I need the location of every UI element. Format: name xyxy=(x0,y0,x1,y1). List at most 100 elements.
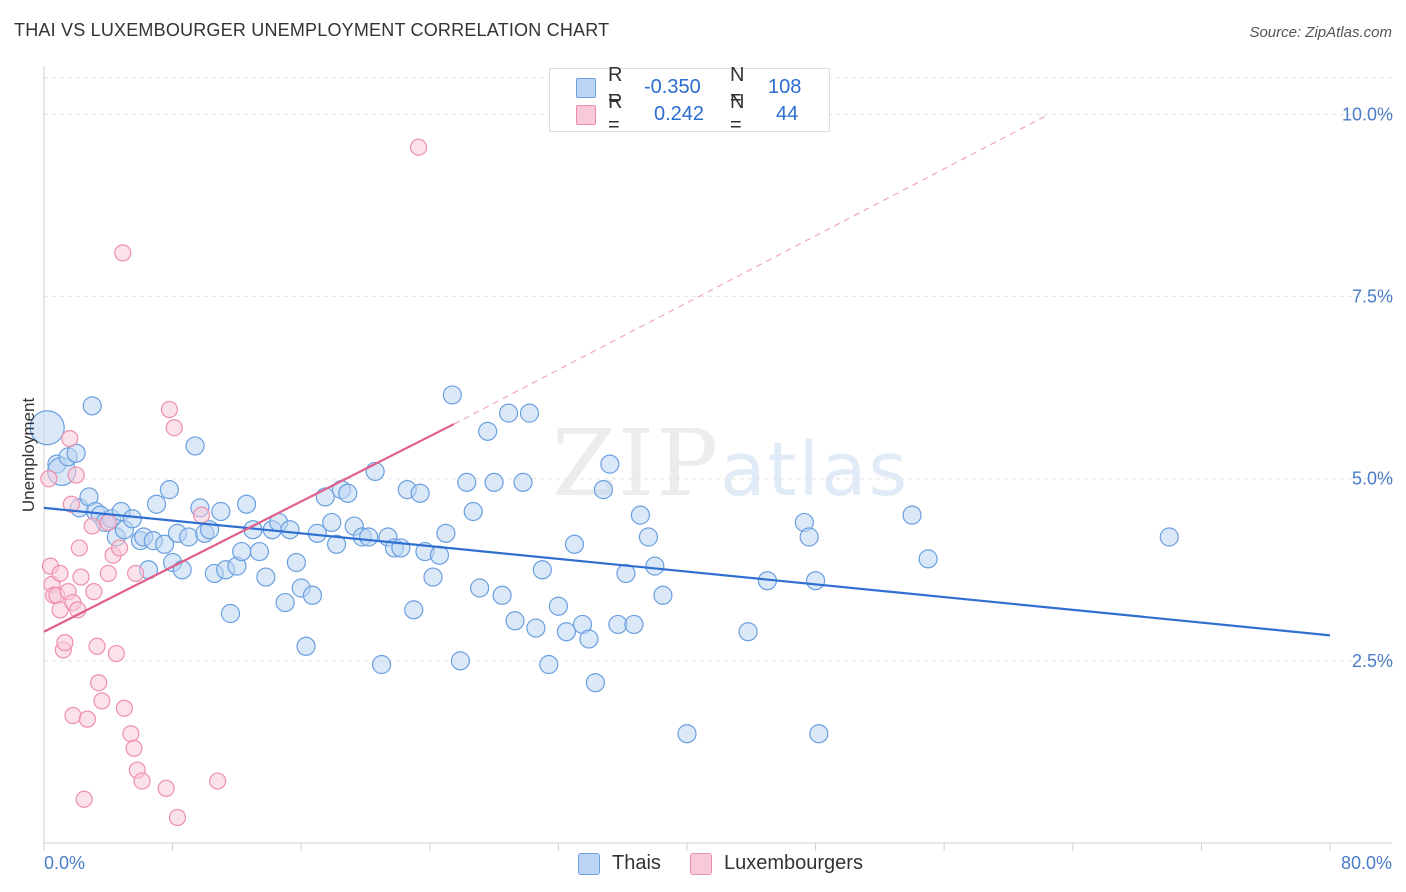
y-tick-label: 2.5% xyxy=(1352,651,1393,671)
chart-title: THAI VS LUXEMBOURGER UNEMPLOYMENT CORREL… xyxy=(14,20,610,40)
correlation-legend: R = -0.350 N = 108 R = 0.242 N = 44 xyxy=(549,64,830,136)
legend-item-luxembourgers[interactable]: Luxembourgers xyxy=(690,852,863,875)
data-point-luxembourgers xyxy=(90,674,108,692)
data-point-thais xyxy=(122,509,143,529)
legend-item-thais[interactable]: Thais xyxy=(578,852,661,875)
data-point-thais xyxy=(457,472,477,492)
data-point-luxembourgers xyxy=(160,400,178,419)
data-point-luxembourgers xyxy=(75,790,93,808)
trend-line-luxembourgers xyxy=(43,423,455,633)
data-point-thais xyxy=(653,585,673,605)
data-point-luxembourgers xyxy=(93,692,111,710)
data-point-luxembourgers xyxy=(110,539,129,557)
data-point-thais xyxy=(579,629,599,649)
data-point-luxembourgers xyxy=(64,706,82,725)
data-point-thais xyxy=(498,403,519,423)
data-point-thais xyxy=(185,436,205,456)
data-point-luxembourgers xyxy=(40,470,58,488)
data-point-thais xyxy=(918,549,938,569)
data-point-luxembourgers xyxy=(62,495,80,513)
data-point-thais xyxy=(159,480,179,500)
watermark-zip: ZIP xyxy=(552,410,721,517)
data-point-thais xyxy=(220,603,241,624)
data-point-thais xyxy=(450,651,470,671)
y-tick-label: 5.0% xyxy=(1352,469,1393,489)
legend-label-luxembourgers: Luxembourgers xyxy=(724,852,863,874)
data-point-luxembourgers xyxy=(107,644,125,663)
data-point-thais xyxy=(539,654,559,675)
data-point-thais xyxy=(608,614,628,635)
data-point-thais xyxy=(616,563,636,584)
data-point-luxembourgers xyxy=(99,513,117,532)
data-point-thais xyxy=(322,512,342,533)
data-point-thais xyxy=(677,724,697,744)
data-point-luxembourgers xyxy=(157,779,175,797)
data-point-thais xyxy=(296,636,316,656)
data-point-thais xyxy=(519,403,540,423)
data-point-luxembourgers xyxy=(125,739,143,757)
chart-source: Source: ZipAtlas.com xyxy=(1249,24,1392,41)
data-point-luxembourgers xyxy=(209,772,227,790)
data-point-luxembourgers xyxy=(51,564,69,583)
tick-labels: 2.5% 5.0% 7.5% 10.0% 0.0% 80.0% xyxy=(44,104,1393,873)
data-point-luxembourgers xyxy=(165,419,183,437)
data-point-luxembourgers xyxy=(133,772,151,790)
legend-swatch-thais xyxy=(576,78,596,98)
legend-swatch-thais xyxy=(578,852,600,875)
legend-swatch-luxembourgers xyxy=(576,105,596,125)
data-point-thais xyxy=(638,527,659,547)
data-point-thais xyxy=(423,567,443,587)
y-tick-label: 10.0% xyxy=(1342,104,1393,124)
data-point-luxembourgers xyxy=(83,517,101,535)
data-point-thais xyxy=(799,527,819,547)
data-point-thais xyxy=(513,472,533,492)
data-point-thais xyxy=(902,505,922,525)
data-point-thais xyxy=(82,396,102,416)
data-point-thais xyxy=(645,556,665,576)
data-point-thais xyxy=(211,501,231,522)
data-point-thais xyxy=(585,673,605,693)
legend-n-label: N = xyxy=(730,91,745,136)
data-point-luxembourgers xyxy=(192,506,211,524)
legend-r-value: 0.242 xyxy=(654,102,705,125)
data-point-thais xyxy=(29,410,65,446)
data-point-luxembourgers xyxy=(85,583,103,601)
data-point-thais xyxy=(172,560,192,580)
data-point-luxembourgers xyxy=(70,539,88,557)
data-point-thais xyxy=(154,534,175,554)
data-point-thais xyxy=(470,578,490,598)
data-point-thais xyxy=(275,592,295,613)
data-point-thais xyxy=(600,454,620,474)
legend-label-thais: Thais xyxy=(612,852,661,874)
data-point-thais xyxy=(256,567,276,587)
y-tick-label: 7.5% xyxy=(1352,287,1393,307)
points-luxembourgers xyxy=(40,138,1331,827)
y-axis-label: Unemployment xyxy=(19,398,38,513)
data-point-thais xyxy=(286,552,306,573)
data-point-thais xyxy=(338,483,358,503)
grid-lines xyxy=(44,77,1392,662)
series-legend: Thais Luxembourgers xyxy=(0,850,1406,878)
legend-n-value: 108 xyxy=(768,75,802,98)
data-point-thais xyxy=(548,596,569,616)
data-point-thais xyxy=(249,541,270,562)
data-point-thais xyxy=(593,480,614,500)
x-tick-label: 0.0% xyxy=(44,853,85,873)
data-point-thais xyxy=(463,501,483,522)
legend-swatch-luxembourgers xyxy=(690,852,712,875)
data-point-luxembourgers xyxy=(88,637,106,655)
x-tick-label: 80.0% xyxy=(1341,853,1392,873)
legend-r-label: R = xyxy=(608,91,623,136)
watermark-atlas: atlas xyxy=(720,427,909,513)
data-point-thais xyxy=(624,614,644,635)
trend-line-luxembourgers-extension xyxy=(453,113,1049,425)
data-point-thais xyxy=(236,494,257,514)
data-point-luxembourgers xyxy=(114,244,132,262)
trend-lines xyxy=(453,113,1049,425)
axes xyxy=(43,66,1392,851)
data-point-thais xyxy=(442,385,462,405)
data-point-luxembourgers xyxy=(51,601,69,619)
data-point-thais xyxy=(359,527,379,547)
data-point-luxembourgers xyxy=(99,564,117,583)
